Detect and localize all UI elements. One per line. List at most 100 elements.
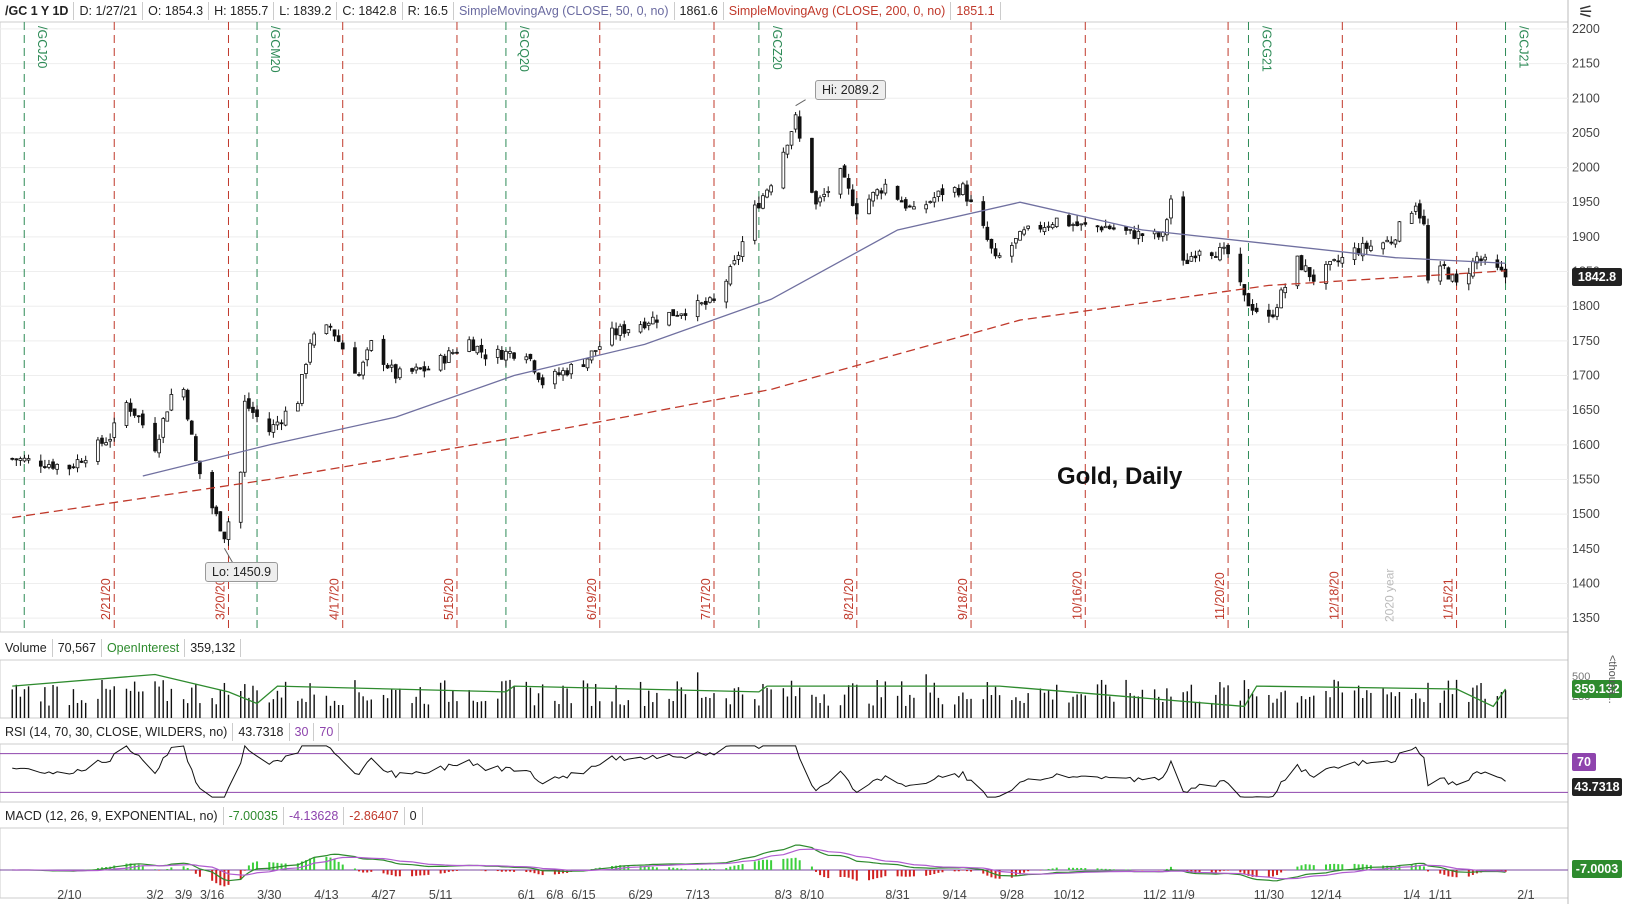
candle-body xyxy=(969,199,973,203)
candle-body xyxy=(695,300,700,318)
candle-body xyxy=(189,420,194,435)
oi-label[interactable]: OpenInterest xyxy=(102,639,186,657)
candle-body xyxy=(610,327,614,346)
candle-body xyxy=(210,471,214,509)
candle-body xyxy=(846,178,851,189)
macd-label[interactable]: MACD (12, 26, 9, EXPONENTIAL, no) xyxy=(0,807,224,825)
pane-0 xyxy=(0,21,1569,633)
candle-body xyxy=(1124,226,1128,231)
candle-body xyxy=(1279,289,1283,309)
candle-body xyxy=(479,344,484,353)
candle-body xyxy=(1299,255,1304,271)
x-tick-label: 7/13 xyxy=(686,888,710,902)
candle-body xyxy=(997,255,1002,258)
candle-body xyxy=(112,422,117,438)
candle-body xyxy=(842,165,847,178)
candle-body xyxy=(79,460,84,463)
candle-body xyxy=(1479,258,1483,261)
candle-body xyxy=(1222,246,1226,249)
candle-body xyxy=(1332,259,1336,261)
candle-body xyxy=(879,190,884,194)
candle-body xyxy=(1466,272,1471,285)
sma50-label[interactable]: SimpleMovingAvg (CLOSE, 50, 0, no) xyxy=(454,2,675,20)
candle-body xyxy=(1446,267,1451,280)
open-label: O: 1854.3 xyxy=(143,2,210,20)
sma50-value: 1861.6 xyxy=(675,2,724,20)
symbol-label[interactable]: /GC 1 Y 1D xyxy=(0,2,75,20)
x-tick-label: 10/12 xyxy=(1053,888,1084,902)
candle-body xyxy=(740,241,745,257)
candle-body xyxy=(336,335,341,342)
y-tick-label: 2150 xyxy=(1572,57,1600,71)
candle-body xyxy=(952,187,957,193)
macd-avg: -4.13628 xyxy=(284,807,345,825)
candle-body xyxy=(18,458,23,461)
candle-body xyxy=(1128,228,1132,231)
candle-body xyxy=(475,345,480,354)
candle-body xyxy=(838,168,843,195)
candle-body xyxy=(1283,287,1288,294)
candle-body xyxy=(1010,245,1014,257)
candle-body xyxy=(422,366,427,372)
candle-body xyxy=(353,347,357,374)
candle-body xyxy=(936,190,941,197)
candle-body xyxy=(446,350,451,363)
candle-body xyxy=(712,298,716,301)
candle-body xyxy=(679,313,684,316)
candle-body xyxy=(650,316,655,325)
candle-body xyxy=(385,364,390,369)
candle-body xyxy=(761,195,765,209)
pane-2 xyxy=(0,743,1569,803)
chart-style-icon[interactable]: ⚟ xyxy=(1578,2,1595,22)
macd-signal-line xyxy=(12,848,1506,880)
candle-body xyxy=(593,350,598,352)
volume-value: 70,567 xyxy=(53,639,102,657)
x-tick-label: 6/15 xyxy=(571,888,595,902)
candle-body xyxy=(304,364,308,374)
volume-label[interactable]: Volume xyxy=(0,639,53,657)
rsi-value-badge: 43.7318 xyxy=(1572,778,1622,796)
candle-body xyxy=(218,511,223,532)
month-marker-label: 7/17/20 xyxy=(699,578,713,620)
candle-body xyxy=(185,389,190,420)
range-label: R: 16.5 xyxy=(403,2,454,20)
candle-body xyxy=(626,329,631,334)
candle-body xyxy=(528,353,533,360)
candle-body xyxy=(895,185,900,200)
sma200-label[interactable]: SimpleMovingAvg (CLOSE, 200, 0, no) xyxy=(724,2,952,20)
y-tick-label: 1750 xyxy=(1572,334,1600,348)
rsi-label[interactable]: RSI (14, 70, 30, CLOSE, WILDERS, no) xyxy=(0,723,234,741)
expiry-marker-label: /GCJ20 xyxy=(35,26,49,68)
candle-body xyxy=(214,506,219,515)
candle-body xyxy=(1389,241,1394,244)
candle-body xyxy=(271,424,276,433)
candle-body xyxy=(912,206,916,210)
x-tick-label: 2/10 xyxy=(57,888,81,902)
candle-body xyxy=(1169,198,1173,219)
candle-body xyxy=(1095,225,1100,228)
candle-body xyxy=(989,238,994,249)
y-tick-label: 1650 xyxy=(1572,403,1600,417)
candle-body xyxy=(850,189,855,206)
candle-body xyxy=(646,322,651,326)
candle-body xyxy=(854,203,859,215)
candle-body xyxy=(1267,309,1271,317)
candle-body xyxy=(194,436,198,462)
candle-body xyxy=(1246,293,1251,307)
candle-body xyxy=(1238,253,1243,283)
candle-body xyxy=(1165,219,1169,236)
candle-body xyxy=(810,137,814,193)
candle-body xyxy=(108,438,112,442)
macd-diff: -2.86407 xyxy=(344,807,405,825)
candle-body xyxy=(104,442,108,446)
candle-body xyxy=(1209,252,1214,257)
candle-body xyxy=(1324,263,1328,284)
candle-body xyxy=(1303,265,1308,272)
candle-body xyxy=(222,531,227,540)
candle-body xyxy=(565,370,569,376)
candle-body xyxy=(283,410,288,426)
candle-body xyxy=(1385,239,1390,243)
y-tick-label: 2000 xyxy=(1572,161,1600,175)
candle-body xyxy=(1360,242,1365,257)
candle-body xyxy=(589,350,594,361)
